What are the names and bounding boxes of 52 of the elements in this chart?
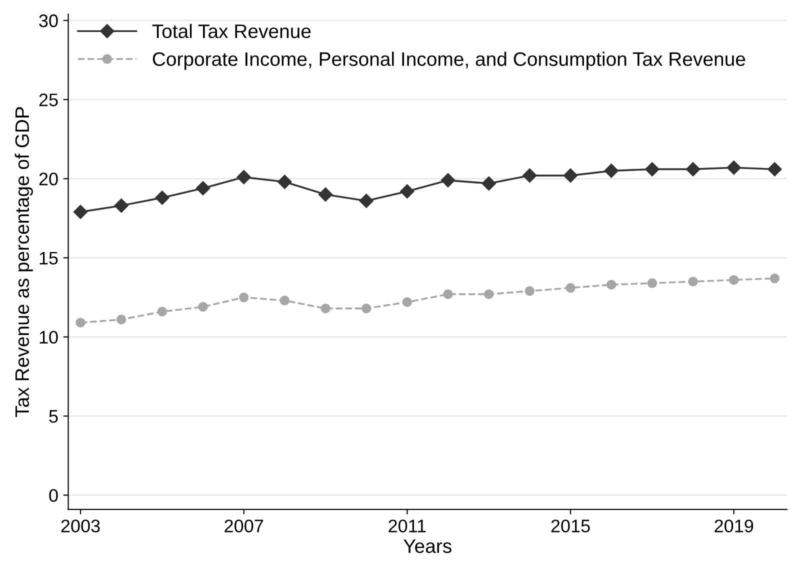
point	[76, 318, 86, 328]
point	[359, 194, 374, 208]
point	[484, 289, 494, 300]
point	[114, 198, 128, 213]
y-tick-label: 25	[39, 94, 58, 106]
point	[402, 297, 412, 307]
point	[157, 306, 168, 316]
point	[196, 181, 210, 196]
y-tick-label: 5	[49, 410, 58, 423]
y-tick-label: 30	[39, 14, 58, 28]
point	[566, 283, 576, 293]
x-tick-label: 2015	[551, 520, 590, 532]
point	[482, 176, 496, 191]
x-tick-label: 2003	[61, 520, 100, 532]
x-tick-label: 2019	[714, 520, 754, 532]
point	[116, 314, 126, 324]
point	[278, 174, 292, 189]
point	[770, 274, 780, 284]
point	[524, 286, 535, 296]
point	[280, 296, 290, 306]
x-axis-title: Years	[404, 539, 452, 554]
point	[686, 162, 700, 176]
point	[688, 276, 698, 286]
point	[728, 275, 739, 285]
point	[400, 184, 414, 198]
point	[768, 162, 782, 176]
y-tick-label: 20	[39, 172, 58, 186]
point	[361, 304, 372, 314]
legend-label: Corporate Income, Personal Income, and Consumption Tax Revenue	[152, 52, 746, 70]
point	[647, 278, 658, 288]
point	[604, 164, 618, 178]
point	[522, 168, 537, 183]
point	[645, 162, 660, 176]
point	[155, 190, 170, 205]
point	[726, 160, 741, 175]
point	[318, 187, 333, 202]
legend-label: Total Tax Revenue	[152, 24, 311, 38]
point	[238, 292, 249, 302]
y-axis-title: Tax Revenue as percentage of GDP	[14, 107, 33, 417]
point	[236, 170, 251, 184]
point	[198, 302, 208, 312]
point	[440, 173, 456, 188]
point	[320, 304, 330, 314]
y-tick-label: 10	[40, 330, 58, 344]
y-tick-label: 15	[40, 252, 58, 265]
x-tick-label: 2007	[224, 520, 264, 532]
x-tick-label: 2011	[388, 520, 426, 532]
point	[443, 289, 453, 300]
point	[606, 280, 616, 290]
point	[563, 168, 578, 183]
point	[73, 204, 88, 220]
y-tick-label: 0	[49, 489, 58, 502]
